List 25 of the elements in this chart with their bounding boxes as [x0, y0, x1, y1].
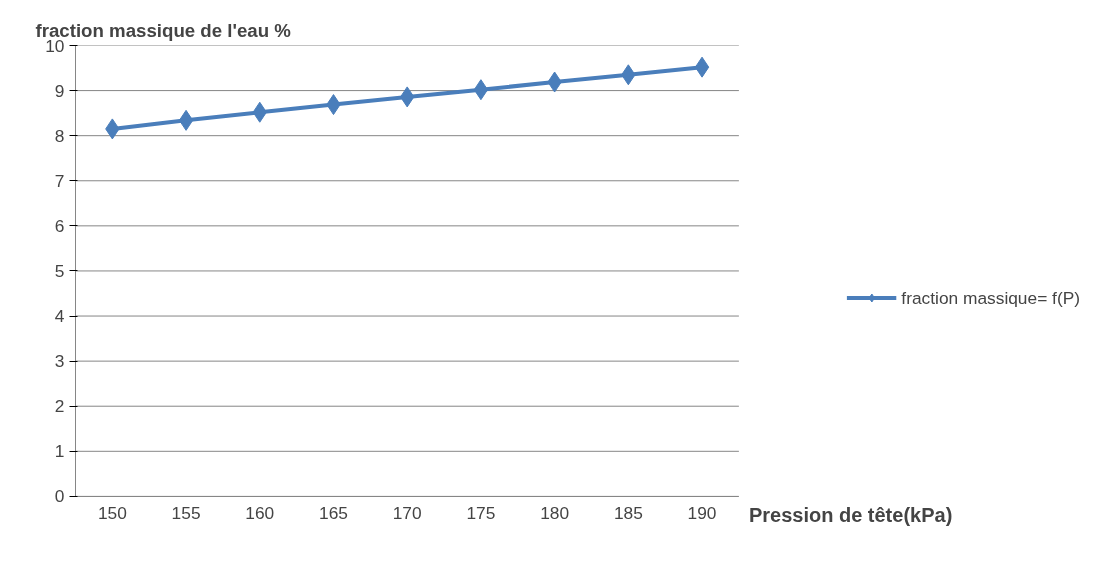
x-tick-label: 170 [392, 503, 422, 524]
x-axis-title: Pression de tête(kPa) [748, 504, 953, 527]
y-tick-label: 8 [54, 125, 65, 146]
y-tick-label: 3 [54, 351, 65, 372]
point [694, 56, 710, 78]
y-tick-label: 7 [54, 170, 65, 191]
x-tick-label: 165 [319, 503, 348, 524]
y-tick-label: 9 [54, 80, 65, 101]
x-tick-label: 180 [540, 503, 570, 524]
point [178, 109, 194, 131]
y-axis-title: fraction massique de l'eau % [35, 19, 292, 41]
y-tick-label: 5 [54, 260, 65, 281]
x-tick-label: 155 [171, 503, 201, 524]
y-tick-label: 4 [54, 306, 65, 327]
x-tick-label: 175 [466, 503, 496, 524]
y-tick-label: 2 [54, 396, 65, 417]
y-tick-label: 1 [54, 441, 65, 462]
y-tick-label: 6 [54, 215, 65, 236]
y-tick-label: 0 [54, 486, 65, 507]
x-tick-label: 160 [245, 503, 275, 524]
legend-label: fraction massique= f(P) [901, 287, 1080, 308]
point [473, 79, 489, 101]
x-tick-label: 185 [613, 503, 643, 524]
x-tick-label: 150 [97, 503, 127, 524]
x-tick-label: 190 [687, 503, 717, 524]
